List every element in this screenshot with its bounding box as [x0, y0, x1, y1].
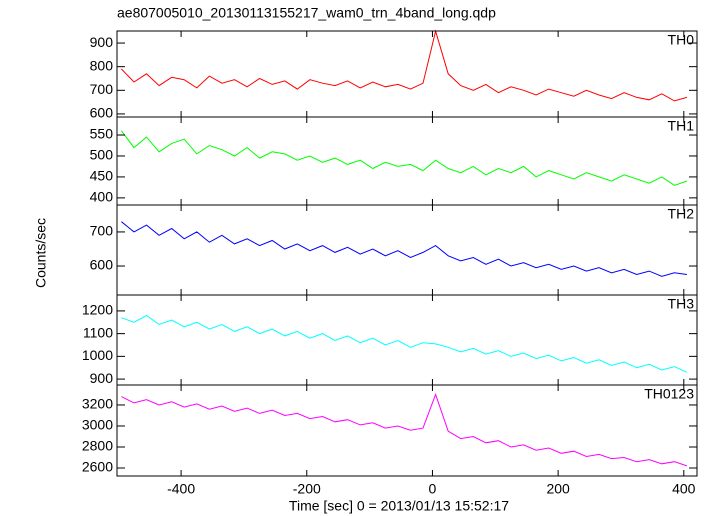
panel-frame: [116, 30, 698, 118]
chart-title: ae807005010_20130113155217_wam0_trn_4ban…: [117, 5, 496, 21]
panel-label: TH1: [668, 118, 695, 134]
y-tick-label: 600: [90, 257, 114, 273]
y-tick-label: 900: [90, 370, 114, 386]
y-tick-label: 3000: [82, 417, 113, 433]
x-tick-label: -400: [167, 481, 195, 497]
x-tick-label: 400: [672, 481, 696, 497]
panel-label: TH0: [668, 32, 695, 48]
y-tick-label: 600: [90, 105, 114, 121]
panel-label: TH3: [668, 296, 695, 312]
panel-label: TH0123: [644, 386, 694, 402]
y-tick-label: 500: [90, 147, 114, 163]
series-line: [121, 314, 688, 373]
y-tick-label: 3200: [82, 396, 113, 412]
series-line: [121, 130, 688, 186]
panel-frame: [116, 384, 698, 477]
panel-label: TH2: [668, 206, 695, 222]
y-tick-label: 400: [90, 189, 114, 205]
y-tick-label: 700: [90, 223, 114, 239]
series-line: [121, 221, 687, 277]
panel-frame: [116, 204, 698, 296]
y-tick-label: 1200: [82, 302, 113, 318]
x-tick-label: -200: [293, 481, 321, 497]
x-tick-label: 0: [429, 481, 437, 497]
x-axis-label: Time [sec] 0 = 2013/01/13 15:52:17: [289, 498, 509, 514]
y-tick-label: 2600: [82, 459, 113, 475]
y-tick-label: 800: [90, 57, 114, 73]
x-tick-label: 200: [546, 481, 570, 497]
panel-frame: [116, 116, 698, 206]
y-tick-label: 900: [90, 34, 114, 50]
series-line: [121, 393, 688, 467]
y-tick-label: 450: [90, 168, 114, 184]
y-axis-label: Counts/sec: [33, 218, 49, 288]
y-tick-label: 1100: [83, 324, 113, 340]
series-line: [121, 29, 688, 102]
y-tick-label: 550: [90, 126, 114, 142]
panel-frame: [116, 294, 698, 386]
y-tick-label: 2800: [82, 438, 113, 454]
y-tick-label: 700: [90, 81, 114, 97]
y-tick-label: 1000: [82, 347, 113, 363]
